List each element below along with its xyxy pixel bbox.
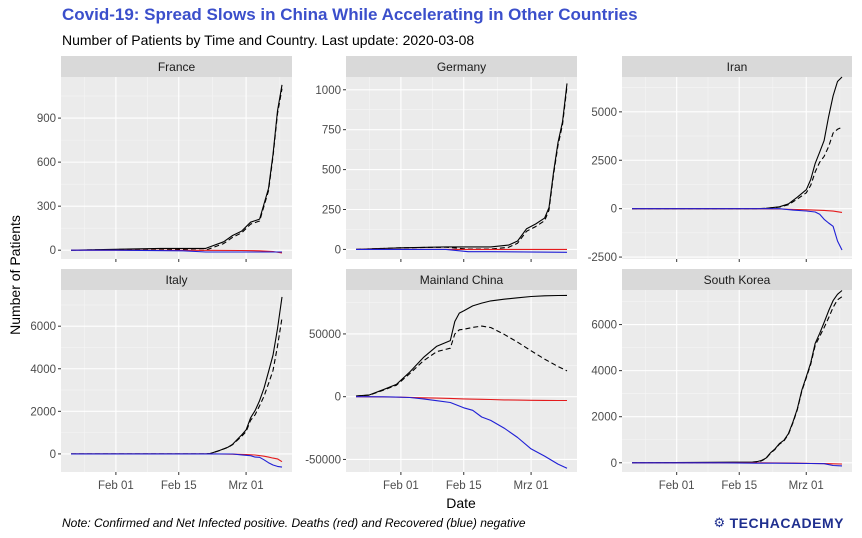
y-tick-label: 250 [322,205,341,217]
y-tick-label: -2500 [588,252,617,264]
y-tick-label: 2000 [30,406,56,418]
x-axis-title: Date [446,495,476,511]
facet-strip-mainland-china [346,269,577,290]
facet-label-france: France [158,60,196,74]
y-tick-label: 6000 [30,321,56,333]
y-axis-title: Number of Patients [7,215,23,335]
panel-bg-germany [346,77,577,259]
facet-label-italy: Italy [165,273,187,287]
panel-bg-france [61,77,292,259]
y-tick-label: 2000 [591,412,617,424]
series-line-net-infected-mainland-china [355,325,568,397]
series-line-confirmed-italy [71,296,283,455]
y-tick-label: 300 [37,201,56,213]
y-tick-label: 4000 [30,364,56,376]
brand-text: TECHACADEMY [729,515,844,531]
series-line-net-infected-germany [355,86,568,250]
series-line-recovered-france [71,249,282,253]
gear-icon: ⚙ [713,515,726,530]
x-tick-label: Mrz 01 [514,480,549,492]
facet-strip-germany [346,56,577,77]
x-tick-label: Mrz 01 [789,480,824,492]
panel-bg-south-korea [622,290,852,472]
y-tick-label: 0 [335,392,341,404]
y-tick-label: -50000 [305,454,341,466]
x-tick-label: Feb 15 [161,480,197,492]
facet-strip-iran [622,56,852,77]
y-tick-label: 50000 [309,329,341,341]
brand-logo: ⚙ TECHACADEMY [713,515,844,531]
faceted-line-chart: France 0 300 600 900 Germany 0 250 500 750 1000 Ira… [7,56,852,511]
y-tick-label: 0 [611,204,617,216]
y-tick-label: 0 [611,458,617,470]
facet-strip-italy [61,269,292,290]
y-tick-label: 0 [335,244,341,256]
facet-label-mainland-china: Mainland China [420,273,504,287]
y-tick-label: 5000 [591,107,617,119]
y-tick-label: 500 [322,165,341,177]
y-tick-label: 0 [50,449,56,461]
facet-label-iran: Iran [727,60,748,74]
series-line-net-infected-south-korea [631,296,843,464]
x-tick-label: Feb 01 [98,480,134,492]
y-tick-label: 2500 [591,155,617,167]
x-tick-label: Feb 15 [721,480,757,492]
facet-label-south-korea: South Korea [704,273,771,287]
series-line-confirmed-mainland-china [355,294,568,397]
series-line-recovered-italy [71,453,283,468]
y-tick-label: 4000 [591,366,617,378]
panel-bg-italy [61,290,292,472]
series-line-recovered-mainland-china [355,396,568,469]
x-tick-label: Feb 01 [383,480,419,492]
panel-bg-mainland-china [346,290,577,472]
series-line-net-infected-france [70,88,283,251]
series-line-net-infected-italy [71,317,283,455]
y-tick-label: 0 [50,245,56,257]
y-tick-label: 900 [37,113,56,125]
x-tick-label: Mrz 01 [229,480,264,492]
facet-strip-south-korea [622,269,852,290]
facet-strip-france [61,56,292,77]
series-line-net-infected-iran [632,126,843,210]
series-line-recovered-south-korea [632,462,843,467]
chart-title: Covid-19: Spread Slows in China While Ac… [62,5,638,24]
y-tick-label: 600 [37,157,56,169]
series-line-recovered-iran [632,208,843,251]
x-tick-label: Feb 01 [659,480,695,492]
x-tick-label: Feb 15 [446,480,482,492]
facet-label-germany: Germany [437,60,486,74]
panel-bg-iran [622,77,852,259]
series-line-recovered-germany [356,248,568,253]
chart-caption: Note: Confirmed and Net Infected positiv… [62,516,526,530]
y-tick-label: 6000 [591,320,617,332]
chart-subtitle: Number of Patients by Time and Country. … [62,32,475,48]
y-tick-label: 750 [322,125,341,137]
y-tick-label: 1000 [315,85,341,97]
